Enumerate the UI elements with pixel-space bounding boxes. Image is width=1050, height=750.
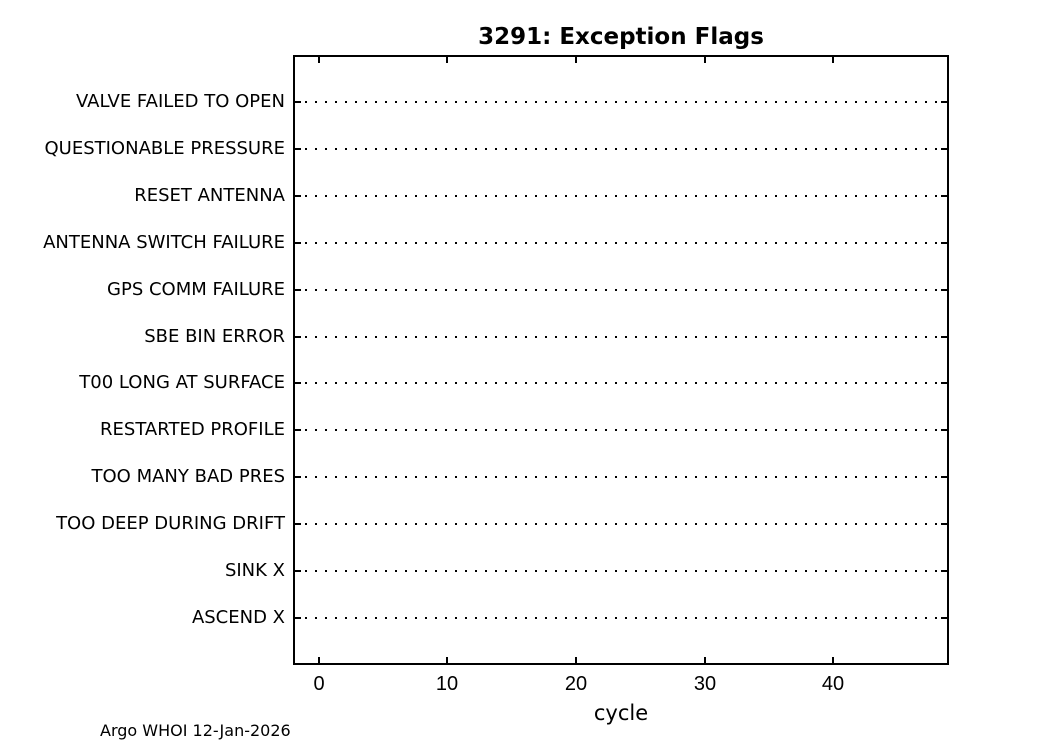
x-tick-mark-bottom <box>832 657 834 663</box>
y-tick-label: SBE BIN ERROR <box>144 326 285 347</box>
grid-dotline <box>295 570 947 572</box>
y-tick-mark-right <box>941 336 947 338</box>
y-tick-mark-left <box>295 570 301 572</box>
y-tick-mark-right <box>941 101 947 103</box>
y-tick-label: GPS COMM FAILURE <box>107 279 285 300</box>
grid-dotline <box>295 242 947 244</box>
y-tick-mark-left <box>295 101 301 103</box>
grid-dotline <box>295 382 947 384</box>
y-tick-label: T00 LONG AT SURFACE <box>79 372 285 393</box>
y-tick-mark-left <box>295 148 301 150</box>
y-tick-mark-right <box>941 195 947 197</box>
y-tick-mark-right <box>941 429 947 431</box>
y-tick-mark-left <box>295 429 301 431</box>
y-tick-mark-left <box>295 617 301 619</box>
y-tick-mark-right <box>941 570 947 572</box>
y-tick-label: RESTARTED PROFILE <box>100 419 285 440</box>
y-tick-label: SINK X <box>224 560 285 581</box>
y-tick-label: TOO MANY BAD PRES <box>91 466 285 487</box>
x-tick-mark-top <box>704 57 706 63</box>
y-tick-mark-right <box>941 382 947 384</box>
x-tick-label: 10 <box>435 673 459 695</box>
x-tick-label: 0 <box>313 673 325 695</box>
x-tick-label: 40 <box>821 673 845 695</box>
grid-dotline <box>295 617 947 619</box>
y-tick-mark-left <box>295 289 301 291</box>
plot-area <box>293 55 949 665</box>
y-tick-label: ANTENNA SWITCH FAILURE <box>43 232 285 253</box>
y-tick-mark-left <box>295 242 301 244</box>
grid-dotline <box>295 476 947 478</box>
grid-dotline <box>295 429 947 431</box>
grid-dotline <box>295 523 947 525</box>
grid-dotline <box>295 289 947 291</box>
x-tick-label: 20 <box>564 673 588 695</box>
y-tick-mark-right <box>941 242 947 244</box>
x-tick-mark-bottom <box>575 657 577 663</box>
x-tick-mark-top <box>446 57 448 63</box>
y-tick-mark-right <box>941 617 947 619</box>
x-tick-mark-bottom <box>704 657 706 663</box>
grid-dotline <box>295 101 947 103</box>
y-tick-label: ASCEND X <box>191 607 285 628</box>
x-tick-mark-top <box>575 57 577 63</box>
x-tick-label: 30 <box>693 673 717 695</box>
y-tick-mark-right <box>941 523 947 525</box>
y-tick-mark-right <box>941 289 947 291</box>
x-tick-mark-bottom <box>446 657 448 663</box>
y-tick-label: VALVE FAILED TO OPEN <box>76 91 285 112</box>
x-tick-mark-top <box>318 57 320 63</box>
watermark-text: Argo WHOI 12-Jan-2026 <box>100 721 291 740</box>
y-tick-mark-right <box>941 148 947 150</box>
chart-title: 3291: Exception Flags <box>478 24 764 50</box>
grid-dotline <box>295 148 947 150</box>
x-tick-mark-bottom <box>318 657 320 663</box>
y-tick-mark-left <box>295 382 301 384</box>
grid-dotline <box>295 336 947 338</box>
y-tick-mark-left <box>295 476 301 478</box>
x-axis-label: cycle <box>593 701 649 725</box>
y-tick-mark-right <box>941 476 947 478</box>
x-tick-mark-top <box>832 57 834 63</box>
y-tick-mark-left <box>295 195 301 197</box>
y-tick-mark-left <box>295 523 301 525</box>
grid-dotline <box>295 195 947 197</box>
y-tick-label: QUESTIONABLE PRESSURE <box>44 138 285 159</box>
y-tick-label: RESET ANTENNA <box>134 185 285 206</box>
y-tick-mark-left <box>295 336 301 338</box>
y-tick-label: TOO DEEP DURING DRIFT <box>56 513 285 534</box>
